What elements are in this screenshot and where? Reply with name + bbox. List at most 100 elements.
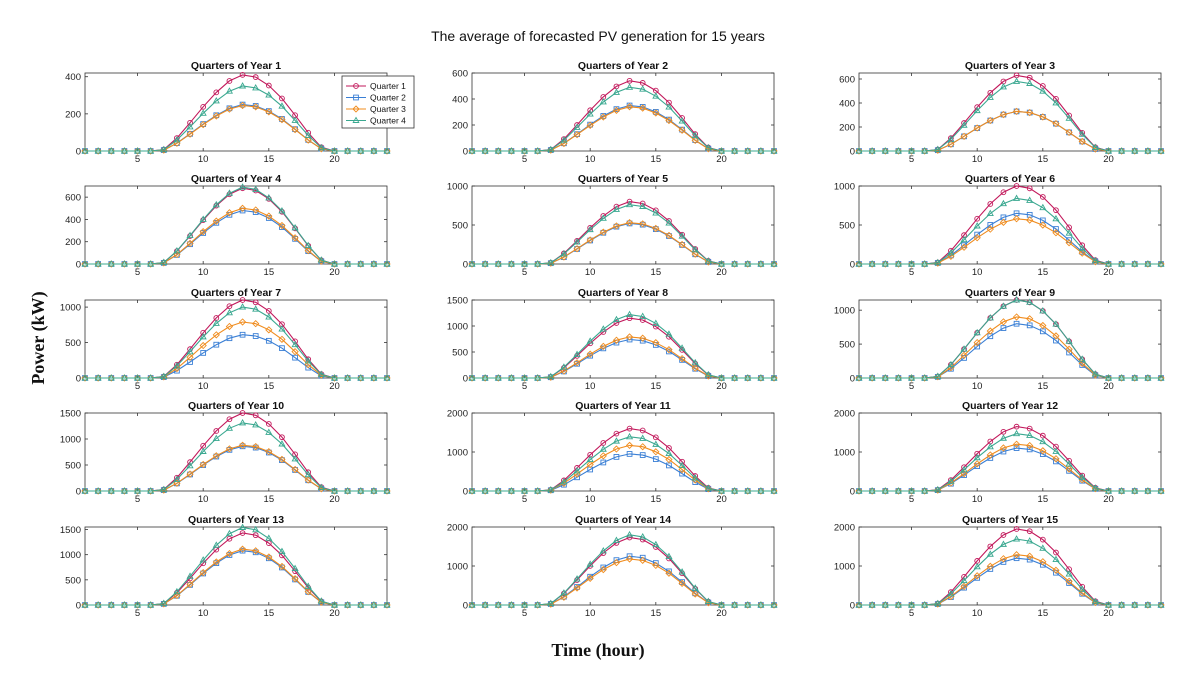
data-point xyxy=(1000,428,1007,435)
data-point xyxy=(252,206,260,214)
data-point xyxy=(494,260,502,267)
x-tick-label: 5 xyxy=(522,494,527,505)
data-point xyxy=(1000,325,1007,331)
data-point xyxy=(639,317,646,323)
data-point xyxy=(1104,374,1113,381)
data-point xyxy=(291,234,299,242)
figure-title: The average of forecasted PV generation … xyxy=(431,28,765,44)
series-quarter-4 xyxy=(468,530,778,608)
data-point xyxy=(960,345,968,352)
data-point xyxy=(1117,487,1126,495)
y-tick-label: 0 xyxy=(850,147,855,158)
data-point xyxy=(626,451,633,457)
subplot-title: Quarters of Year 9 xyxy=(965,287,1055,299)
data-point xyxy=(252,412,259,419)
data-point xyxy=(625,103,634,111)
data-point xyxy=(238,418,247,426)
data-point xyxy=(1157,374,1165,381)
data-point xyxy=(133,487,142,495)
data-point xyxy=(868,147,876,154)
data-point xyxy=(212,112,220,120)
data-point xyxy=(704,484,712,491)
data-point xyxy=(868,260,876,267)
data-point xyxy=(383,601,391,609)
data-point xyxy=(894,260,903,268)
data-point xyxy=(199,332,207,340)
data-point xyxy=(986,116,994,125)
y-tick-label: 0 xyxy=(463,147,468,158)
data-point xyxy=(573,467,581,474)
data-point xyxy=(560,250,568,257)
y-tick-label: 500 xyxy=(452,348,468,359)
data-point xyxy=(1039,558,1047,566)
data-point xyxy=(199,568,207,577)
data-point xyxy=(370,260,378,267)
data-point xyxy=(107,260,115,268)
subplot-title: Quarters of Year 12 xyxy=(962,400,1058,412)
data-point xyxy=(692,131,699,138)
data-point xyxy=(186,353,194,361)
data-point xyxy=(665,103,673,110)
data-point xyxy=(947,360,955,368)
data-point xyxy=(304,241,312,248)
plot-area xyxy=(84,185,388,265)
data-point xyxy=(1026,446,1033,453)
data-point xyxy=(612,205,621,212)
data-point xyxy=(252,421,260,428)
y-tick-label: 200 xyxy=(65,237,81,248)
series-line xyxy=(472,314,774,379)
data-point xyxy=(999,199,1008,207)
y-tick-label: 1500 xyxy=(60,409,81,420)
data-point xyxy=(881,601,889,608)
data-point xyxy=(481,147,489,154)
data-point xyxy=(252,74,259,80)
data-point xyxy=(370,487,378,494)
data-point xyxy=(1013,320,1020,327)
x-tick-label: 5 xyxy=(135,154,140,165)
data-point xyxy=(481,601,489,609)
data-point xyxy=(1013,445,1020,451)
x-tick-label: 15 xyxy=(264,267,275,278)
data-point xyxy=(343,374,352,382)
plot-area xyxy=(858,299,1162,379)
series-line xyxy=(859,433,1161,492)
data-point xyxy=(770,147,778,155)
data-point xyxy=(652,339,660,347)
data-point xyxy=(665,231,673,240)
series-quarter-4 xyxy=(855,535,1165,608)
data-point xyxy=(612,106,621,114)
data-point xyxy=(921,601,929,609)
x-tick-label: 15 xyxy=(651,608,662,619)
data-point xyxy=(1117,260,1126,268)
data-point xyxy=(974,104,981,111)
data-point xyxy=(974,450,981,457)
data-point xyxy=(1012,313,1021,321)
plot-area xyxy=(84,72,388,152)
data-point xyxy=(961,574,967,580)
x-tick-label: 15 xyxy=(1038,267,1049,278)
data-point xyxy=(757,260,765,268)
data-point xyxy=(855,601,863,608)
data-point xyxy=(717,487,726,494)
data-point xyxy=(573,359,581,367)
y-tick-label: 400 xyxy=(839,99,855,110)
data-point xyxy=(1026,528,1033,535)
data-point xyxy=(199,341,207,350)
data-point xyxy=(468,260,476,268)
data-point xyxy=(160,372,168,380)
data-point xyxy=(1117,374,1126,382)
x-tick-label: 20 xyxy=(329,154,340,165)
data-point xyxy=(665,449,673,457)
data-point xyxy=(960,351,968,360)
data-point xyxy=(678,126,686,134)
data-point xyxy=(1013,183,1020,189)
data-point xyxy=(81,487,89,495)
data-point xyxy=(652,434,659,441)
data-point xyxy=(960,465,968,473)
x-tick-label: 15 xyxy=(264,381,275,392)
data-point xyxy=(547,485,555,493)
data-point xyxy=(212,200,220,208)
data-point xyxy=(894,487,903,495)
